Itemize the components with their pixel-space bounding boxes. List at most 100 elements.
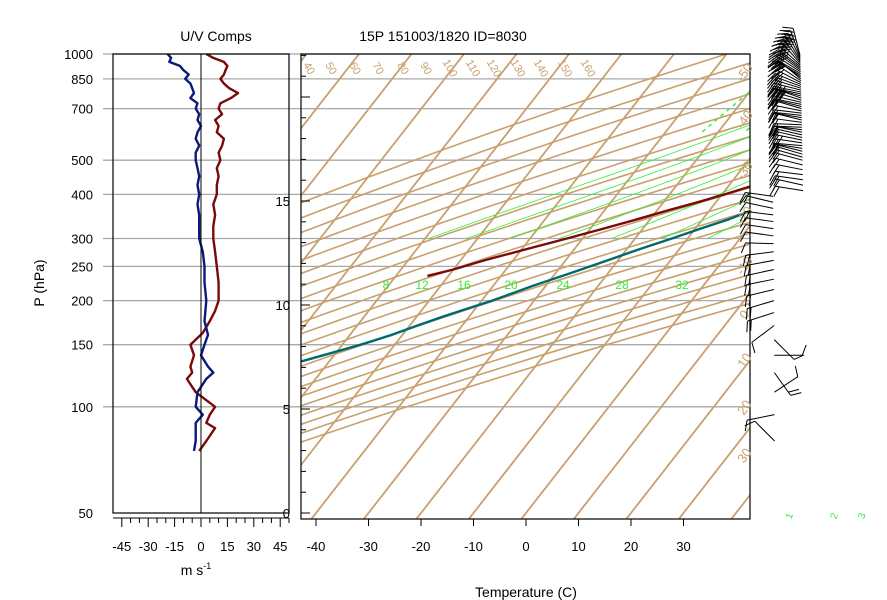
wind-barb-feather — [777, 32, 789, 35]
wind-barb-staff — [745, 191, 774, 197]
wind-barb-staff — [790, 30, 801, 58]
wind-barb-staff — [773, 95, 802, 103]
mixing-ratio-line — [869, 47, 887, 133]
wind-barbs — [739, 26, 807, 442]
uv-x-tick-label: -15 — [165, 539, 184, 554]
wind-barb-feather — [775, 65, 786, 73]
uv-plot-area — [166, 54, 240, 452]
wind-barb-feather — [768, 51, 779, 58]
wind-barb-feather — [767, 88, 776, 98]
isotherm-label: -40 — [733, 107, 756, 131]
height-tick-label: 15 — [276, 194, 290, 209]
wind-barb-staff — [785, 36, 801, 61]
wind-barb-feather — [768, 157, 776, 168]
profile-temperature — [427, 185, 750, 278]
temperature-axis-label: Temperature (C) — [475, 584, 577, 600]
isotherm-line — [776, 47, 887, 530]
dry-adiabat-line — [301, 54, 730, 204]
wind-barb-feather — [773, 176, 780, 187]
dry-adiabat-line — [301, 162, 750, 312]
wind-barb — [740, 231, 774, 242]
wind-barb-feather — [742, 255, 747, 267]
wind-barb-feather — [739, 211, 746, 222]
wind-barb-staff — [775, 185, 804, 192]
wind-barb — [740, 242, 774, 254]
wind-barb-feather — [740, 231, 747, 242]
wind-barb — [739, 210, 774, 222]
wind-barb-feather — [780, 40, 792, 43]
mixing-ratio-label: 2 — [829, 511, 841, 520]
wind-barb-staff — [774, 79, 802, 89]
wind-barb-staff — [773, 372, 792, 396]
wind-barb-feather — [768, 125, 776, 136]
wind-barb — [769, 60, 802, 80]
pressure-tick-label: 50 — [79, 506, 93, 521]
uv-series-v — [166, 54, 215, 452]
wind-barb-feather — [771, 55, 782, 63]
wind-barb-staff — [775, 69, 802, 83]
moist-adiabat-label: 16 — [457, 278, 471, 292]
wind-barb-feather — [778, 42, 790, 46]
height-tick-label: 0 — [283, 506, 290, 521]
wind-barb-staff — [774, 143, 803, 149]
wind-barb-staff — [775, 163, 803, 171]
wind-barb — [769, 175, 803, 187]
wind-barb-staff — [774, 112, 802, 121]
temperature-tick-label: -20 — [412, 539, 431, 554]
dry-adiabat-line — [301, 232, 750, 378]
wind-barb-feather — [769, 175, 776, 186]
isotherm-line — [572, 291, 750, 519]
moist-adiabat-line — [509, 149, 750, 239]
wind-barb-feather — [773, 186, 780, 197]
isotherm-line — [301, 54, 361, 130]
wind-barb-staff — [773, 87, 802, 95]
wind-barb-staff — [775, 175, 803, 181]
wind-barb-staff — [778, 49, 801, 68]
pressure-tick-label: 500 — [71, 153, 93, 168]
wind-barb-feather — [767, 112, 775, 123]
wind-barb-staff — [779, 45, 801, 66]
temperature-tick-label: 30 — [676, 539, 690, 554]
wind-barb-feather — [771, 71, 780, 80]
wind-barb-staff — [774, 104, 802, 112]
wind-barb-feather — [739, 202, 747, 212]
theta-label: 110 — [463, 58, 482, 79]
wind-barb-staff — [773, 85, 802, 93]
theta-label: 40 — [300, 60, 317, 77]
wind-barb-feather — [748, 274, 751, 286]
moist-adiabat-label: 32 — [675, 278, 689, 292]
wind-barb-staff — [773, 98, 802, 105]
moist-adiabat-label: 28 — [615, 278, 629, 292]
wind-barb-feather — [767, 86, 775, 96]
wind-barb-feather — [744, 284, 747, 296]
wind-barb-staff — [777, 53, 801, 71]
wind-barb-feather — [743, 265, 747, 277]
wind-barb-feather — [748, 283, 751, 295]
wind-barb-feather — [784, 34, 796, 37]
wind-barb-staff — [745, 201, 774, 209]
wind-barb-feather — [767, 79, 775, 89]
wind-barb-feather — [767, 59, 777, 67]
wind-barb-feather — [771, 96, 779, 107]
wind-barb — [751, 325, 775, 354]
isotherm-line — [828, 47, 887, 530]
wind-barb — [739, 217, 774, 228]
uv-x-tick-label: 0 — [197, 539, 204, 554]
isotherm-label: 10 — [734, 350, 755, 370]
wind-barb-feather — [779, 51, 790, 56]
moist-adiabat-line — [466, 136, 750, 239]
wind-barb-staff — [745, 224, 774, 230]
wind-barb-feather — [767, 82, 775, 93]
moist-adiabat-line — [611, 180, 750, 239]
wind-barb-staff — [773, 109, 802, 114]
wind-barb — [767, 100, 802, 111]
wind-barb-feather — [783, 30, 795, 33]
wind-barb-staff — [774, 142, 803, 147]
wind-barb — [742, 251, 774, 267]
wind-barb-feather — [777, 45, 789, 49]
wind-barb-staff — [773, 123, 802, 126]
wind-barb-feather — [769, 178, 776, 189]
wind-barb-feather — [768, 64, 778, 73]
wind-barb-staff — [746, 269, 774, 276]
